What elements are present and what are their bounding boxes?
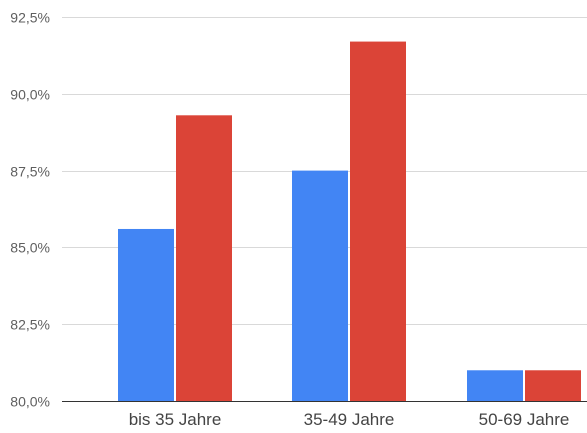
y-tick-label: 80,0%	[10, 394, 50, 410]
bar-series-1-bis-35-jahre	[118, 228, 174, 401]
y-tick-label: 82,5%	[10, 317, 50, 333]
y-tick-label: 87,5%	[10, 164, 50, 180]
y-tick-label: 85,0%	[10, 240, 50, 256]
y-tick-label: 90,0%	[10, 87, 50, 103]
x-category-label: bis 35 Jahre	[129, 410, 222, 429]
y-tick-label: 92,5%	[10, 10, 50, 26]
bar-series-2-bis-35-jahre	[176, 115, 232, 401]
bar-series-1-35-49-jahre	[292, 170, 348, 401]
bar-series-2-50-69-jahre	[525, 370, 581, 401]
bar-series-1-50-69-jahre	[467, 370, 523, 401]
x-category-label: 35-49 Jahre	[304, 410, 395, 429]
x-axis-category-labels: bis 35 Jahre 35-49 Jahre 50-69 Jahre	[129, 410, 570, 429]
y-axis-tick-labels: 80,0% 82,5% 85,0% 87,5% 90,0% 92,5%	[10, 10, 50, 410]
x-category-label: 50-69 Jahre	[479, 410, 570, 429]
bars	[118, 41, 581, 402]
bar-series-2-35-49-jahre	[350, 41, 406, 402]
